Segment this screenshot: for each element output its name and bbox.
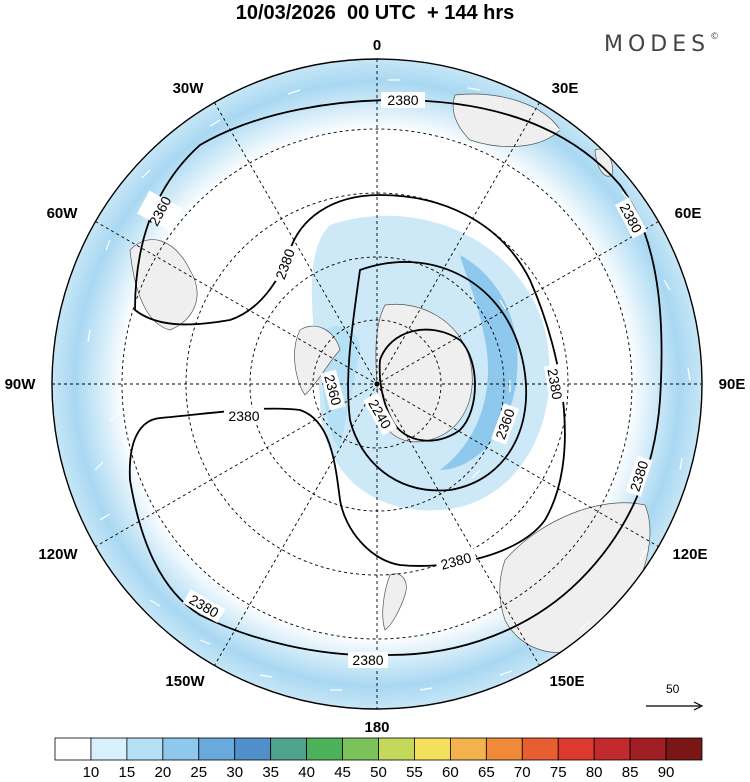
antarctica (375, 303, 473, 443)
south-america (129, 239, 198, 331)
reference-vector-arrow (646, 701, 704, 711)
south-pole-marker (374, 381, 380, 387)
colorbar-tick-label: 80 (585, 764, 603, 781)
colorbar-tick-label: 55 (406, 764, 423, 781)
lon-label-90e: 90E (719, 376, 746, 393)
colorbar-swatch (270, 737, 308, 761)
colorbar-swatch (198, 737, 236, 761)
africa (452, 93, 561, 147)
brand-logo: MODES© (604, 32, 719, 57)
lon-label-60e: 60E (675, 205, 702, 222)
contour-label: 2360 (321, 373, 345, 407)
colorbar-tick-label: 20 (154, 764, 172, 781)
contour-2380 (128, 99, 663, 657)
colorbar-tick-label: 40 (298, 764, 315, 781)
colorbar-tick-label: 65 (477, 764, 495, 781)
contour-label: 2380 (352, 652, 383, 668)
brand-name: MODES (604, 32, 711, 57)
colorbar-tick-label: 15 (118, 764, 136, 781)
lon-label-0: 0 (373, 37, 381, 54)
colorbar-tick-label: 25 (190, 764, 208, 781)
colorbar-tick-label: 10 (82, 764, 100, 781)
colorbar-tick-label: 45 (334, 764, 351, 781)
colorbar-swatch (629, 737, 667, 761)
colorbar-tick-label: 35 (262, 764, 279, 781)
lon-label-30w: 30W (173, 80, 205, 97)
colorbar-swatch (342, 737, 379, 761)
map-border (51, 58, 703, 710)
wind-vectors (87, 79, 691, 691)
contour-label: 2380 (544, 367, 565, 401)
longitude-labels: 0 180 30W 30E 60W 60E 90W 90E 120W 120E … (5, 37, 746, 736)
colorbar-swatch (126, 737, 164, 761)
lon-label-90w: 90W (5, 376, 37, 393)
reference-vector-label: 50 (666, 682, 680, 696)
copyright-mark: © (710, 32, 720, 42)
colorbar-swatch (306, 737, 343, 761)
lon-label-180: 180 (364, 719, 389, 736)
colorbar-swatch (90, 737, 128, 761)
contour-label: 2380 (228, 408, 259, 424)
map-title: 10/03/2026 00 UTC + 144 hrs (235, 2, 515, 24)
colorbar (54, 737, 703, 761)
colorbar-swatch (665, 737, 703, 761)
colorbar-tick-label: 30 (226, 764, 244, 781)
contour-2360 (347, 261, 528, 492)
colorbar-swatch (521, 737, 559, 761)
lon-label-120e: 120E (672, 546, 707, 563)
wind-max-east (440, 255, 518, 470)
colorbar-swatch (378, 737, 415, 761)
colorbar-swatch (449, 737, 487, 761)
colorbar-tick-label: 50 (370, 764, 387, 781)
colorbar-swatch (162, 737, 200, 761)
contour-label: 2380 (387, 92, 418, 108)
lon-label-60w: 60W (47, 205, 79, 222)
new-zealand (382, 573, 407, 631)
colorbar-tick-label: 90 (657, 764, 675, 781)
colorbar-swatch (485, 737, 523, 761)
colorbar-swatch (557, 737, 595, 761)
colorbar-swatch (593, 737, 631, 761)
lon-label-120w: 120W (38, 546, 78, 563)
colorbar-swatch (54, 737, 92, 761)
colorbar-swatch (234, 737, 272, 761)
colorbar-tick-label: 60 (442, 764, 459, 781)
colorbar-tick-label: 70 (513, 764, 531, 781)
lon-label-150w: 150W (165, 673, 205, 690)
colorbar-tick-label: 75 (549, 764, 567, 781)
contour-label: 2380 (439, 549, 473, 573)
lon-label-150e: 150E (549, 673, 584, 690)
colorbar-swatch (414, 737, 451, 761)
lon-label-30e: 30E (552, 80, 579, 97)
colorbar-tick-label: 85 (621, 764, 639, 781)
